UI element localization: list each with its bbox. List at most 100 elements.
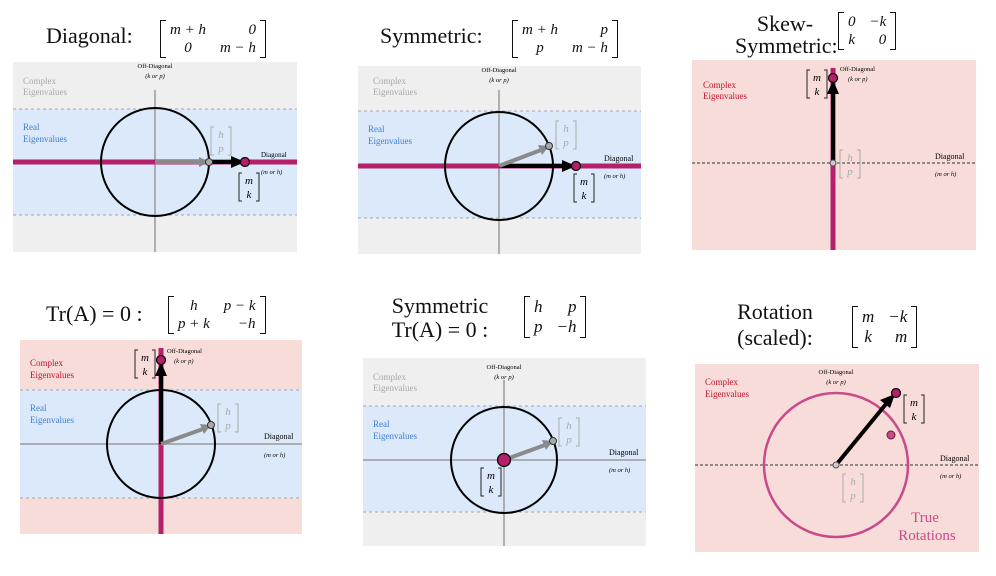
region-label: Eigenvalues (373, 431, 417, 441)
hp-point (207, 421, 215, 429)
region-label: Real (30, 403, 47, 413)
axis-label-off-diagonal: (k or p) (145, 73, 165, 80)
svg-text:p: p (846, 166, 853, 178)
axis-label-diagonal: (m or h) (935, 171, 956, 178)
axis-label-off-diagonal: Off-Diagonal (167, 348, 202, 355)
region-label: Eigenvalues (23, 87, 67, 97)
axis-label-diagonal: Diagonal (940, 454, 970, 463)
svg-text:h: h (847, 152, 853, 164)
axis-label-diagonal: Diagonal (261, 151, 287, 159)
mk-vector (834, 402, 888, 467)
matrix-entry: m − h (571, 40, 608, 56)
mk-arrowhead (880, 394, 895, 408)
svg-text:p: p (849, 490, 856, 502)
svg-text:k: k (489, 484, 495, 496)
matrix: 0 −k k 0 (838, 12, 897, 50)
svg-text:k: k (815, 86, 821, 98)
matrix-entry: m + h (522, 22, 558, 38)
hp-vector (498, 148, 542, 168)
matrix-entry: −h (237, 316, 256, 332)
svg-text:p: p (217, 143, 224, 155)
matrix-entry: p + k (178, 316, 210, 332)
region-label: Eigenvalues (703, 91, 747, 101)
hp-point (832, 461, 840, 469)
matrix-entry: 0 (878, 32, 887, 48)
matrix: m −k k m (852, 306, 918, 348)
complex-region (695, 364, 979, 552)
matrix-entry: m (895, 327, 908, 346)
axis-label-diagonal: Diagonal (604, 154, 634, 163)
true-rotations-label: True (911, 510, 939, 526)
svg-text:k: k (247, 189, 253, 201)
axis-label-off-diagonal: (k or p) (848, 76, 868, 83)
matrix-entry: −k (869, 14, 887, 30)
axis-label-off-diagonal: (k or p) (826, 379, 846, 386)
region-label: Eigenvalues (705, 389, 749, 399)
hp-point (549, 437, 557, 445)
svg-text:h: h (225, 406, 231, 418)
svg-text:h: h (563, 123, 569, 135)
mk-point (827, 72, 839, 84)
svg-text:m: m (141, 352, 149, 364)
axis-label-off-diagonal: Off-Diagonal (819, 369, 854, 376)
axis-label-off-diagonal: Off-Diagonal (482, 67, 517, 74)
mk-vector-label: m k (134, 349, 156, 379)
hp-vector (503, 443, 546, 462)
svg-text:m: m (487, 470, 495, 482)
matrix-entry: 0 (184, 40, 192, 56)
matrix-entry: h (190, 298, 198, 314)
panel-title: Symmetric (391, 293, 489, 318)
eigenvalue-plot: Complex Eigenvalues Real Eigenvalues Off… (363, 358, 646, 546)
svg-text:k: k (143, 366, 149, 378)
hp-point (829, 159, 837, 167)
eigenvalue-plot: Complex Eigenvalues Off-Diagonal (k or p… (695, 364, 979, 552)
svg-text:k: k (582, 190, 588, 202)
matrix-entry: p (534, 317, 543, 336)
region-label: Eigenvalues (373, 87, 417, 97)
matrix-entry: −h (556, 317, 577, 336)
svg-text:m: m (245, 175, 253, 187)
hp-vector (160, 427, 204, 446)
region-label: Complex (705, 377, 738, 387)
hp-point (205, 158, 213, 166)
matrix-entry: k (864, 327, 872, 346)
hp-arrowhead (199, 157, 209, 167)
region-label: Complex (373, 76, 406, 86)
mk-point (496, 452, 512, 468)
region-label: Complex (373, 372, 406, 382)
axis-label-off-diagonal: (k or p) (489, 77, 509, 84)
eigenvalue-plot: Complex Eigenvalues Real Eigenvalues Off… (13, 62, 297, 252)
hp-point (545, 142, 553, 150)
mk-vector-label: m k (806, 69, 828, 99)
matrix-entry: p − k (223, 298, 256, 314)
matrix-entry: p (567, 297, 577, 316)
hp-vector-label: h p (210, 126, 232, 156)
mk-arrowhead (562, 160, 576, 172)
axis-label-diagonal: (m or h) (940, 473, 961, 480)
matrix: h p − k p + k −h (168, 296, 266, 334)
mk-vector-label: m k (903, 394, 925, 424)
mk-point (890, 387, 902, 399)
svg-text:p: p (224, 420, 231, 432)
panel-title: Diagonal: (46, 23, 133, 48)
mk-point (155, 354, 167, 366)
svg-text:h: h (566, 420, 572, 432)
eigenvalue-plot: Complex Eigenvalues Off-Diagonal (k or p… (692, 60, 976, 250)
hp-vector-label: h p (217, 403, 239, 433)
mk-point (239, 156, 251, 168)
region-label: Real (373, 419, 390, 429)
axis-label-diagonal: (m or h) (264, 452, 285, 459)
svg-text:p: p (565, 434, 572, 446)
unit-circle (450, 406, 558, 514)
hp-vector-label: h p (842, 473, 864, 503)
panel-title: Skew- (756, 11, 814, 36)
svg-text:m: m (813, 72, 821, 84)
region-label: Complex (30, 358, 63, 368)
region-label: Complex (703, 80, 736, 90)
svg-text:h: h (850, 476, 856, 488)
axis-label-off-diagonal: Off-Diagonal (487, 364, 522, 371)
matrix-entry: −k (888, 307, 908, 326)
matrix: m + h 0 0 m − h (160, 20, 266, 58)
svg-text:p: p (562, 137, 569, 149)
svg-text:k: k (912, 411, 918, 423)
